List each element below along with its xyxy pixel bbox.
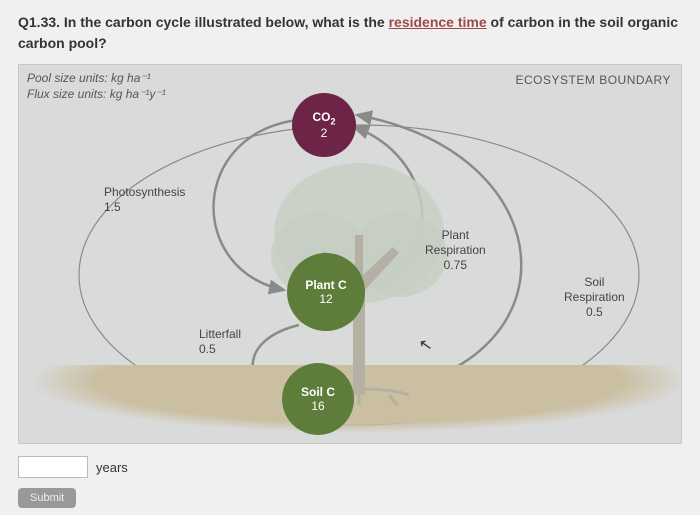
flux-soilresp-value: 0.5 bbox=[564, 305, 625, 320]
pool-plant-value: 12 bbox=[319, 292, 332, 306]
flux-plresp-value: 0.75 bbox=[425, 258, 486, 273]
submit-button[interactable]: Submit bbox=[18, 488, 76, 508]
pool-plant-label: Plant C bbox=[305, 278, 346, 292]
pool-co2-value: 2 bbox=[321, 126, 328, 140]
question-number: Q1.33. bbox=[18, 14, 60, 30]
pool-soil-c: Soil C 16 bbox=[282, 363, 354, 435]
flux-soilresp-label1: Soil bbox=[564, 275, 625, 290]
flux-photosynthesis-value: 1.5 bbox=[104, 200, 185, 215]
carbon-cycle-diagram: Pool size units: kg ha⁻¹ Flux size units… bbox=[18, 64, 682, 444]
flux-plant-respiration: Plant Respiration 0.75 bbox=[425, 228, 486, 273]
pool-soil-value: 16 bbox=[311, 399, 324, 413]
flux-litterfall-label: Litterfall bbox=[199, 327, 241, 342]
flux-photosynthesis: Photosynthesis 1.5 bbox=[104, 185, 185, 215]
answer-input[interactable] bbox=[18, 456, 88, 478]
pool-soil-label: Soil C bbox=[301, 385, 335, 399]
answer-unit: years bbox=[96, 460, 128, 475]
flux-soilresp-label2: Respiration bbox=[564, 290, 625, 305]
flux-soil-respiration: Soil Respiration 0.5 bbox=[564, 275, 625, 320]
pool-plant-c: Plant C 12 bbox=[287, 253, 365, 331]
flux-litterfall: Litterfall 0.5 bbox=[199, 327, 241, 357]
answer-row: years bbox=[18, 456, 682, 478]
flux-plresp-label2: Respiration bbox=[425, 243, 486, 258]
flux-plresp-label1: Plant bbox=[425, 228, 486, 243]
question-text: Q1.33. In the carbon cycle illustrated b… bbox=[18, 12, 682, 54]
question-pre: In the carbon cycle illustrated below, w… bbox=[64, 14, 389, 30]
flux-litterfall-value: 0.5 bbox=[199, 342, 241, 357]
pool-co2-label: CO2 bbox=[312, 110, 335, 126]
flux-photosynthesis-label: Photosynthesis bbox=[104, 185, 185, 200]
pool-co2: CO2 2 bbox=[292, 93, 356, 157]
question-underlined: residence time bbox=[389, 14, 487, 30]
